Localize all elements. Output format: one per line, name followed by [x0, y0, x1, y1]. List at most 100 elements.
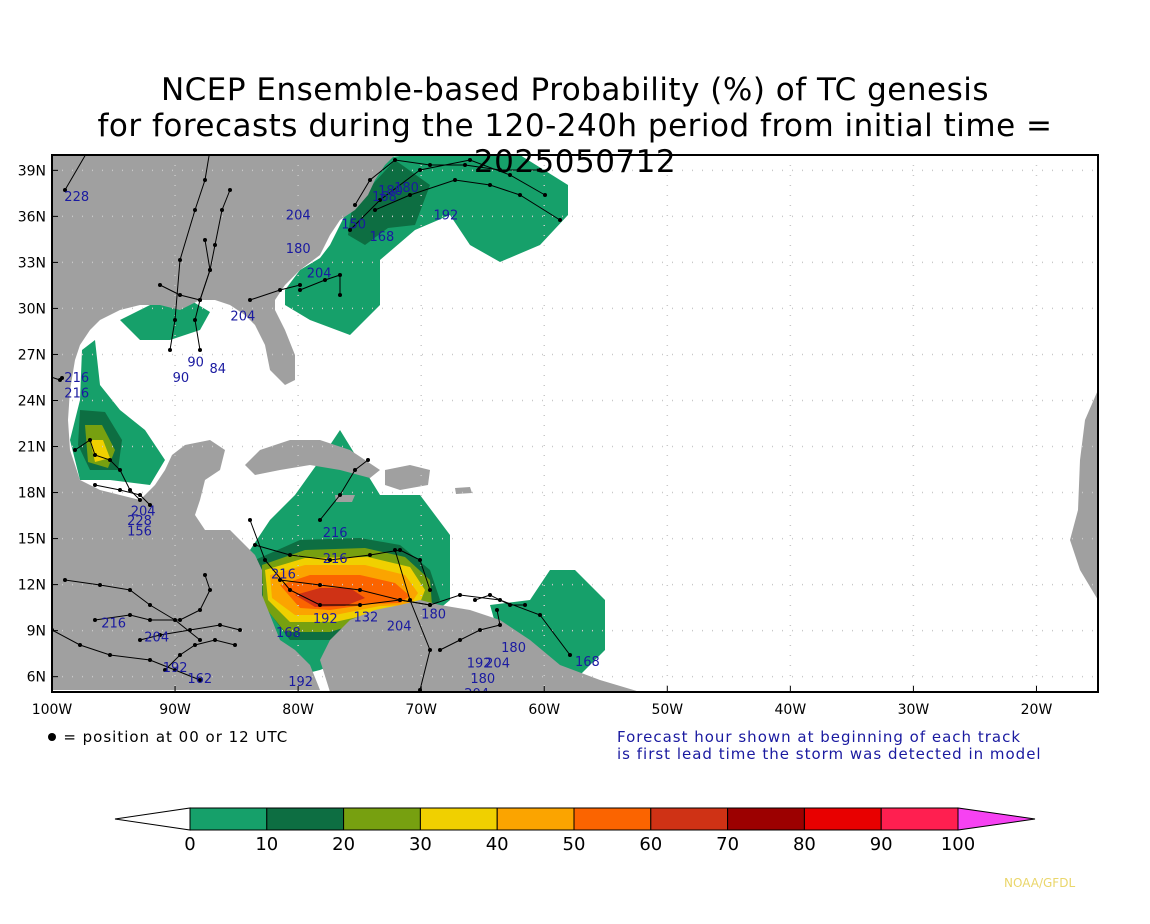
track: [319, 459, 369, 521]
track-dot: [498, 168, 502, 172]
colorbar-tick-label: 10: [255, 834, 278, 855]
title-line-2: for forecasts during the 120-240h period…: [97, 108, 1053, 180]
forecast-hour-label: 156: [127, 525, 152, 540]
track-dot: [203, 178, 207, 182]
track-dot: [128, 613, 132, 617]
track: [94, 484, 151, 506]
track-dot: [63, 188, 67, 192]
track-dot: [198, 608, 202, 612]
prob-region-us-east-high: [348, 160, 430, 245]
track-dot: [108, 458, 112, 462]
track-dot: [318, 603, 322, 607]
colorbar-segment: [727, 807, 805, 831]
track: [52, 629, 201, 681]
lat-tick-label: 6N: [27, 670, 46, 686]
track-dot: [63, 578, 67, 582]
colorbar: 0 10 20 30 40 50 60 70 80 90 100: [114, 807, 1036, 855]
lat-tick-label: 9N: [27, 624, 46, 640]
track-dot: [338, 493, 342, 497]
track-dot: [398, 548, 402, 552]
track-dot: [348, 228, 352, 232]
colorbar-tick-label: 90: [870, 834, 893, 855]
track-dot: [198, 678, 202, 682]
forecast-hour-label: 168: [575, 655, 600, 670]
lon-tick-label: 60W: [528, 702, 560, 718]
forecast-hour-label: 204: [131, 505, 156, 520]
forecast-hour-label: 204: [387, 620, 412, 635]
track-dot: [178, 618, 182, 622]
track-dot: [508, 173, 512, 177]
track-dot: [393, 158, 397, 162]
prob-region-gulf-north: [120, 300, 210, 340]
track: [349, 159, 546, 231]
track-dot: [253, 543, 257, 547]
track-dot: [318, 518, 322, 522]
forecast-hour-label: 192: [467, 656, 492, 671]
track-dot: [338, 273, 342, 277]
forecast-hour-label: 168: [276, 626, 301, 641]
forecast-hour-label: 180: [470, 672, 495, 687]
track: [299, 274, 341, 295]
track-dot: [78, 643, 82, 647]
track-dot: [60, 376, 64, 380]
track-dot: [158, 633, 162, 637]
track-dot: [338, 293, 342, 297]
track: [394, 549, 431, 691]
track-dot: [398, 598, 402, 602]
track-dot: [198, 348, 202, 352]
lat-tick-label: 27N: [18, 347, 46, 363]
track: [64, 155, 86, 191]
track-dot: [138, 498, 142, 502]
track-dot: [263, 558, 267, 562]
track-dot: [518, 193, 522, 197]
dot-legend-label: = position at 00 or 12 UTC: [63, 728, 289, 746]
legend-dot-icon: [48, 733, 56, 741]
lat-tick-label: 21N: [18, 440, 46, 456]
forecast-hour-label: 180: [378, 184, 403, 199]
track-dot: [558, 218, 562, 222]
track-dot: [488, 183, 492, 187]
colorbar-segment: [803, 807, 882, 831]
forecast-hour-label: 216: [271, 567, 296, 582]
track-dot: [523, 603, 527, 607]
forecast-hour-label: 90: [187, 356, 204, 371]
forecast-hour-label: 150: [341, 218, 366, 233]
forecast-hour-note-1: Forecast hour shown at beginning of each…: [617, 728, 1022, 746]
colorbar-tick-label: 0: [184, 834, 195, 855]
track-dot: [203, 573, 207, 577]
track-dot: [495, 608, 499, 612]
track-dot: [203, 238, 207, 242]
track-dot: [418, 168, 422, 172]
track-dot: [318, 583, 322, 587]
dot-legend-text: = position at 00 or 12 UTC: [46, 728, 288, 746]
track-dot: [278, 288, 282, 292]
forecast-hour-label: 192: [163, 661, 188, 676]
track-dot: [178, 293, 182, 297]
track: [169, 155, 210, 351]
track-dot: [538, 168, 542, 172]
track-dot: [378, 198, 382, 202]
forecast-hour-label: 216: [323, 552, 348, 567]
land-masses: [52, 155, 1098, 692]
track-dot: [278, 578, 282, 582]
lat-tick-label: 24N: [18, 393, 46, 409]
track-dot: [328, 558, 332, 562]
lon-tick-label: 50W: [651, 702, 683, 718]
colorbar-segment: [266, 807, 345, 831]
jamaica-land: [335, 495, 355, 502]
track-dot: [358, 603, 362, 607]
forecast-hour-label: 204: [485, 656, 510, 671]
track-dot: [148, 618, 152, 622]
track-dot: [498, 623, 502, 627]
colorbar-tick-label: 40: [486, 834, 509, 855]
colorbar-segment: [573, 807, 652, 831]
colorbar-segment: [189, 807, 268, 831]
track-dot: [93, 483, 97, 487]
prob-region-caribbean-red: [295, 588, 365, 607]
south-america-land: [320, 600, 640, 692]
forecast-hour-label: 216: [64, 386, 89, 401]
track-dot: [220, 208, 224, 212]
track-dot: [298, 283, 302, 287]
track-dot: [428, 603, 432, 607]
forecast-hour-label: 132: [353, 610, 378, 625]
